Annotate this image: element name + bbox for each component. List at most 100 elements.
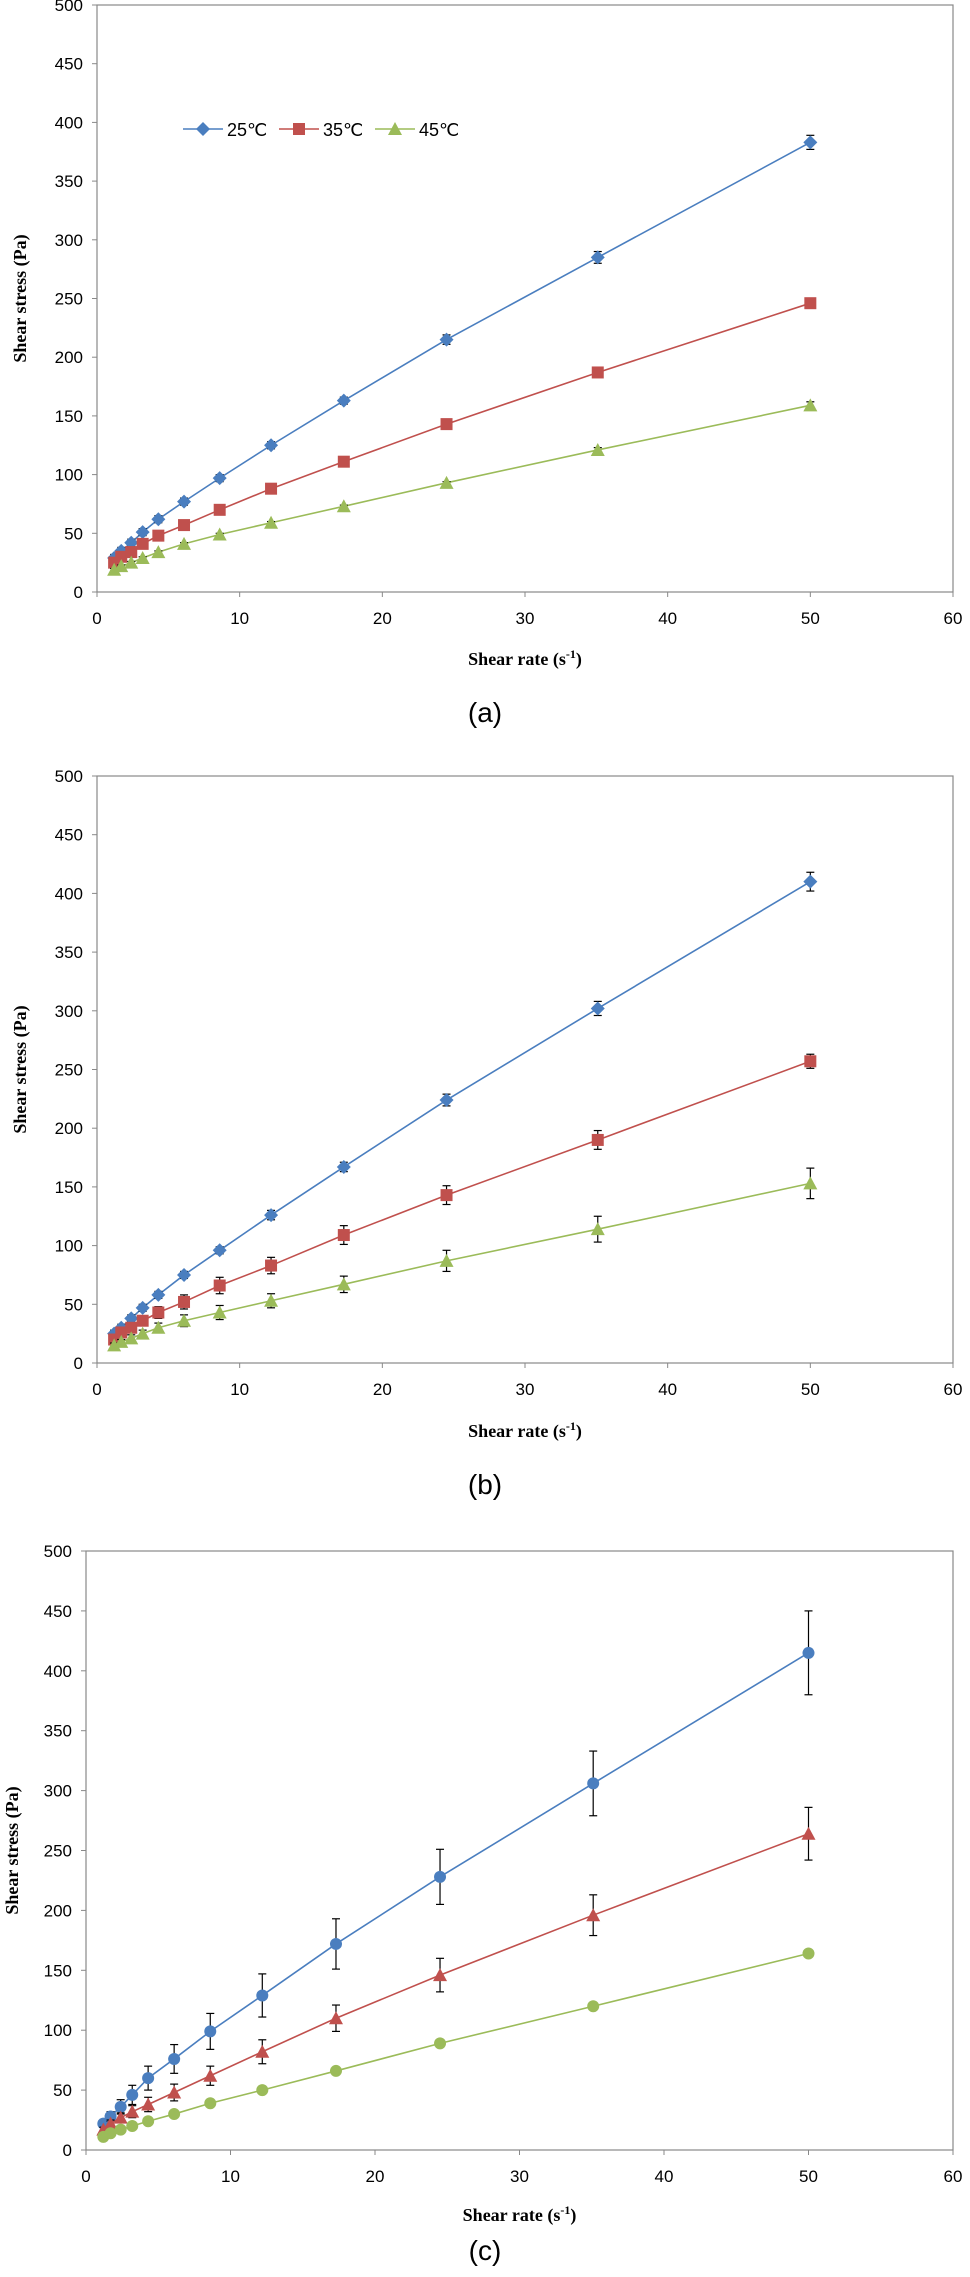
data-point [591,366,604,379]
data-point [803,874,818,889]
y-tick-label: 400 [44,1662,72,1681]
data-point [802,1646,815,1659]
series-line [113,1182,811,1347]
series-group [107,1167,818,1352]
data-point [115,1326,128,1339]
data-point [440,418,453,431]
series-line [113,404,811,571]
y-tick-label: 500 [55,767,83,786]
series-group [107,134,818,565]
data-point [178,519,191,532]
data-point [264,1293,279,1307]
x-tick-label: 0 [92,1380,101,1399]
x-tick-label: 20 [373,1380,392,1399]
x-tick-label: 60 [944,1380,963,1399]
legend-marker [196,122,210,136]
series-group [96,1806,816,2136]
x-tick-label: 30 [516,609,535,628]
data-point [336,1277,351,1291]
x-axis-title-end: ) [576,1421,582,1442]
data-point [337,455,350,468]
y-tick-label: 400 [55,113,83,132]
data-point [336,499,351,513]
data-point [590,250,605,265]
x-tick-label: 0 [81,2167,90,2186]
y-tick-label: 500 [44,1542,72,1561]
data-point [107,1338,122,1352]
y-tick-label: 50 [53,2081,72,2100]
x-tick-label: 40 [655,2167,674,2186]
data-point [256,1989,269,2002]
data-point [124,1331,139,1345]
y-axis-title: Shear stress (Pa) [10,1005,31,1133]
data-point [136,1314,149,1327]
data-point [177,1313,192,1327]
data-point [265,482,278,495]
data-point [177,494,192,509]
y-tick-label: 200 [55,348,83,367]
series-line [113,302,811,564]
y-tick-label: 450 [55,826,83,845]
data-point [141,2097,156,2111]
x-tick-label: 30 [510,2167,529,2186]
data-point [151,512,166,527]
data-point [135,550,150,564]
x-tick-label: 50 [801,1380,820,1399]
data-point [264,438,279,453]
data-point [586,1908,601,1922]
data-point [114,559,129,573]
data-point [591,1133,604,1146]
data-point [590,1222,605,1236]
data-point [167,2085,182,2099]
data-point [168,2108,181,2121]
y-tick-label: 150 [55,1178,83,1197]
plot-area [96,775,954,1364]
data-point [212,471,227,486]
chart-panel-b: 0 50 100 150 200 250 300 350 400 450 500 0 10 20 30 40 5… [0,760,970,1530]
y-tick-label: 0 [74,583,83,602]
y-tick-label: 450 [44,1602,72,1621]
data-point [177,1267,192,1282]
x-tick-label: 50 [799,2167,818,2186]
series-group [107,871,818,1341]
data-point [329,1937,342,1950]
x-tick-label: 10 [230,609,249,628]
chart-panel-a: 0 50 100 150 200 250 300 350 400 450 500 0 10 20 30 40 5… [0,0,970,760]
x-tick-label: 50 [801,609,820,628]
data-point [113,2110,128,2124]
figure-caption: (c) [469,2235,502,2266]
x-tick-label: 10 [221,2167,240,2186]
series-group [108,297,817,569]
data-point [433,1968,448,1982]
series-group [107,398,818,576]
data-point [803,135,818,150]
x-tick-label: 10 [230,1380,249,1399]
data-point [212,1305,227,1319]
data-point [151,1287,166,1302]
chart-svg: 0 50 100 150 200 250 300 350 400 450 500 0 10 20 30 40 5… [2,1542,962,2266]
y-tick-label: 0 [74,1354,83,1373]
figure-caption: (b) [468,1469,502,1500]
x-tick-label: 60 [944,609,963,628]
data-point [115,550,128,563]
y-tick-label: 100 [55,466,83,485]
data-point [440,1189,453,1202]
data-point [329,2064,342,2077]
data-point [264,515,279,529]
data-point [434,1870,447,1883]
y-tick-label: 50 [64,1295,83,1314]
y-tick-label: 200 [55,1119,83,1138]
y-tick-label: 300 [55,1002,83,1021]
x-axis-title: Shear rate (s-1) [468,1419,582,1442]
data-point [114,1334,129,1348]
y-tick-label: 350 [55,172,83,191]
data-point [107,562,122,576]
y-tick-label: 100 [55,1237,83,1256]
data-point [151,1320,166,1334]
series-line [102,1652,809,2125]
y-tick-label: 0 [63,2141,72,2160]
y-tick-label: 350 [55,943,83,962]
data-point [336,1159,351,1174]
data-point [336,393,351,408]
x-axis-title-main: Shear rate (s [463,2205,561,2226]
